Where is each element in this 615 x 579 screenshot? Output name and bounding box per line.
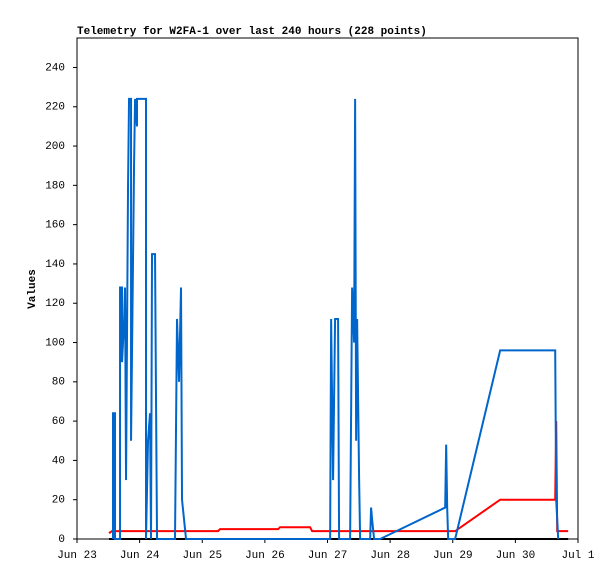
y-tick-label: 20 <box>52 495 65 507</box>
x-tick-label: Jun 28 <box>370 550 410 562</box>
y-tick-label: 100 <box>45 337 65 349</box>
y-tick-label: 240 <box>45 62 65 74</box>
y-tick-label: 80 <box>52 377 65 389</box>
x-tick-label: Jul 1 <box>561 550 594 562</box>
series-line <box>112 97 560 540</box>
y-tick-label: 60 <box>52 416 65 428</box>
chart-title: Telemetry for W2FA-1 over last 240 hours… <box>77 26 427 38</box>
y-tick-label: 180 <box>45 180 65 192</box>
y-tick-label: 140 <box>45 259 65 271</box>
x-tick-label: Jun 29 <box>433 550 473 562</box>
y-tick-label: 120 <box>45 298 65 310</box>
y-tick-label: 200 <box>45 141 65 153</box>
x-tick-label: Jun 24 <box>120 550 160 562</box>
x-tick-label: Jun 23 <box>57 550 97 562</box>
y-axis-label: Values <box>27 269 39 309</box>
x-tick-label: Jun 25 <box>182 550 222 562</box>
y-tick-label: 40 <box>52 455 65 467</box>
x-tick-label: Jun 27 <box>308 550 348 562</box>
x-tick-label: Jun 30 <box>496 550 536 562</box>
y-tick-label: 0 <box>58 534 65 546</box>
x-tick-label: Jun 26 <box>245 550 285 562</box>
y-tick-label: 160 <box>45 220 65 232</box>
y-tick-label: 220 <box>45 102 65 114</box>
